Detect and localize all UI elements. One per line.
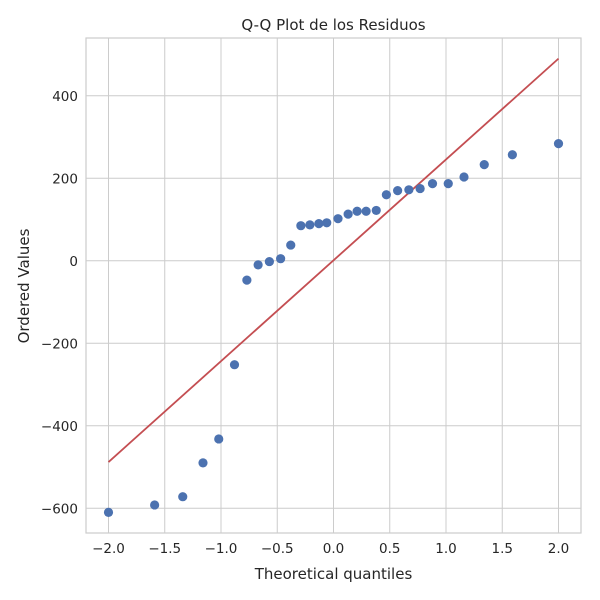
x-tick-label: 1.5 bbox=[492, 541, 513, 557]
data-point bbox=[427, 179, 438, 189]
x-tick-label: −2.0 bbox=[92, 541, 125, 557]
data-point bbox=[242, 275, 252, 285]
x-tick-label: −1.5 bbox=[148, 541, 181, 557]
y-tick-label: 200 bbox=[52, 171, 78, 187]
y-axis-label: Ordered Values bbox=[15, 228, 33, 343]
data-point bbox=[352, 206, 362, 216]
y-tick-labels: −600 −400 −200 0 200 400 bbox=[41, 89, 78, 518]
data-point bbox=[296, 221, 306, 231]
y-tick-label: −200 bbox=[41, 336, 78, 352]
data-point bbox=[507, 150, 517, 160]
y-tick-label: 0 bbox=[69, 254, 78, 270]
data-point bbox=[371, 205, 381, 216]
x-tick-labels: −2.0 −1.5 −1.0 −0.5 0.0 0.5 1.0 1.5 2.0 bbox=[92, 541, 569, 557]
data-point bbox=[214, 434, 224, 444]
data-point bbox=[333, 214, 343, 224]
data-point bbox=[459, 172, 469, 182]
x-tick-label: −0.5 bbox=[261, 541, 294, 557]
y-tick-label: −600 bbox=[41, 501, 78, 517]
data-point bbox=[229, 360, 240, 370]
data-point bbox=[393, 186, 403, 196]
x-axis-label: Theoretical quantiles bbox=[254, 565, 413, 583]
x-tick-label: 2.0 bbox=[548, 541, 569, 557]
points-layer bbox=[103, 139, 564, 517]
data-point bbox=[415, 183, 425, 194]
data-point bbox=[103, 507, 114, 517]
data-point bbox=[404, 185, 414, 195]
data-point bbox=[198, 458, 208, 468]
data-point bbox=[381, 190, 391, 200]
x-tick-label: 0.5 bbox=[379, 541, 400, 557]
data-point bbox=[553, 139, 564, 149]
data-point bbox=[314, 219, 324, 229]
data-point bbox=[253, 260, 263, 270]
data-point bbox=[479, 160, 489, 170]
data-point bbox=[443, 179, 453, 189]
y-tick-label: −400 bbox=[41, 419, 78, 435]
data-point bbox=[343, 209, 353, 219]
plot-frame bbox=[85, 37, 582, 534]
chart-title: Q-Q Plot de los Residuos bbox=[241, 16, 425, 34]
fit-line bbox=[107, 57, 560, 463]
data-point bbox=[276, 254, 286, 264]
data-point bbox=[286, 240, 296, 250]
x-tick-label: 1.0 bbox=[435, 541, 456, 557]
fit-line-layer bbox=[107, 57, 560, 463]
data-point bbox=[361, 206, 371, 216]
data-point bbox=[264, 256, 274, 267]
x-tick-label: −1.0 bbox=[205, 541, 238, 557]
data-point bbox=[178, 492, 188, 502]
y-tick-label: 400 bbox=[52, 89, 78, 105]
data-point bbox=[150, 500, 160, 510]
data-point bbox=[322, 218, 332, 228]
x-tick-label: 0.0 bbox=[323, 541, 344, 557]
data-point bbox=[305, 220, 315, 230]
